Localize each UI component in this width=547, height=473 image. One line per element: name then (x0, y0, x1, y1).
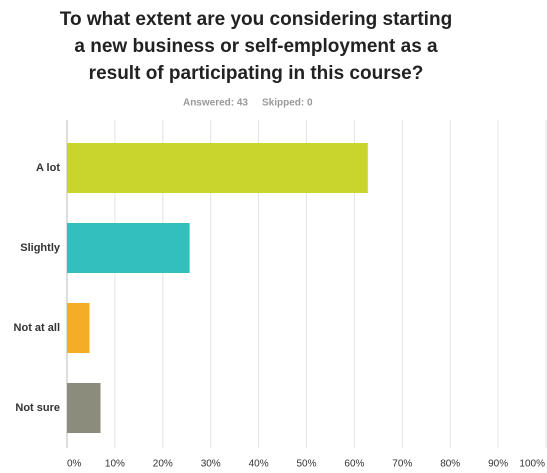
bar (67, 383, 101, 433)
x-tick-label: 80% (440, 459, 460, 470)
x-tick-label: 100% (519, 459, 545, 470)
x-tick-label: 20% (153, 459, 173, 470)
x-tick-label: 70% (392, 459, 412, 470)
bar (67, 143, 368, 193)
skipped-count: Skipped: 0 (262, 98, 313, 109)
y-tick-label: Not at all (14, 322, 60, 334)
bar (67, 303, 90, 353)
chart-title: To what extent are you considering start… (60, 9, 452, 30)
x-tick-label: 40% (249, 459, 269, 470)
y-tick-label: Not sure (15, 402, 60, 414)
x-tick-label: 30% (201, 459, 221, 470)
chart-title: result of participating in this course? (89, 63, 424, 84)
y-tick-label: Slightly (20, 242, 61, 254)
y-tick-label: A lot (36, 162, 60, 174)
x-tick-label: 0% (67, 459, 82, 470)
chart-title: a new business or self-employment as a (74, 36, 438, 57)
x-tick-label: 50% (296, 459, 316, 470)
bar (67, 223, 190, 273)
x-tick-label: 10% (105, 459, 125, 470)
answered-count: Answered: 43 (183, 98, 248, 109)
x-tick-label: 60% (344, 459, 364, 470)
x-tick-label: 90% (488, 459, 508, 470)
